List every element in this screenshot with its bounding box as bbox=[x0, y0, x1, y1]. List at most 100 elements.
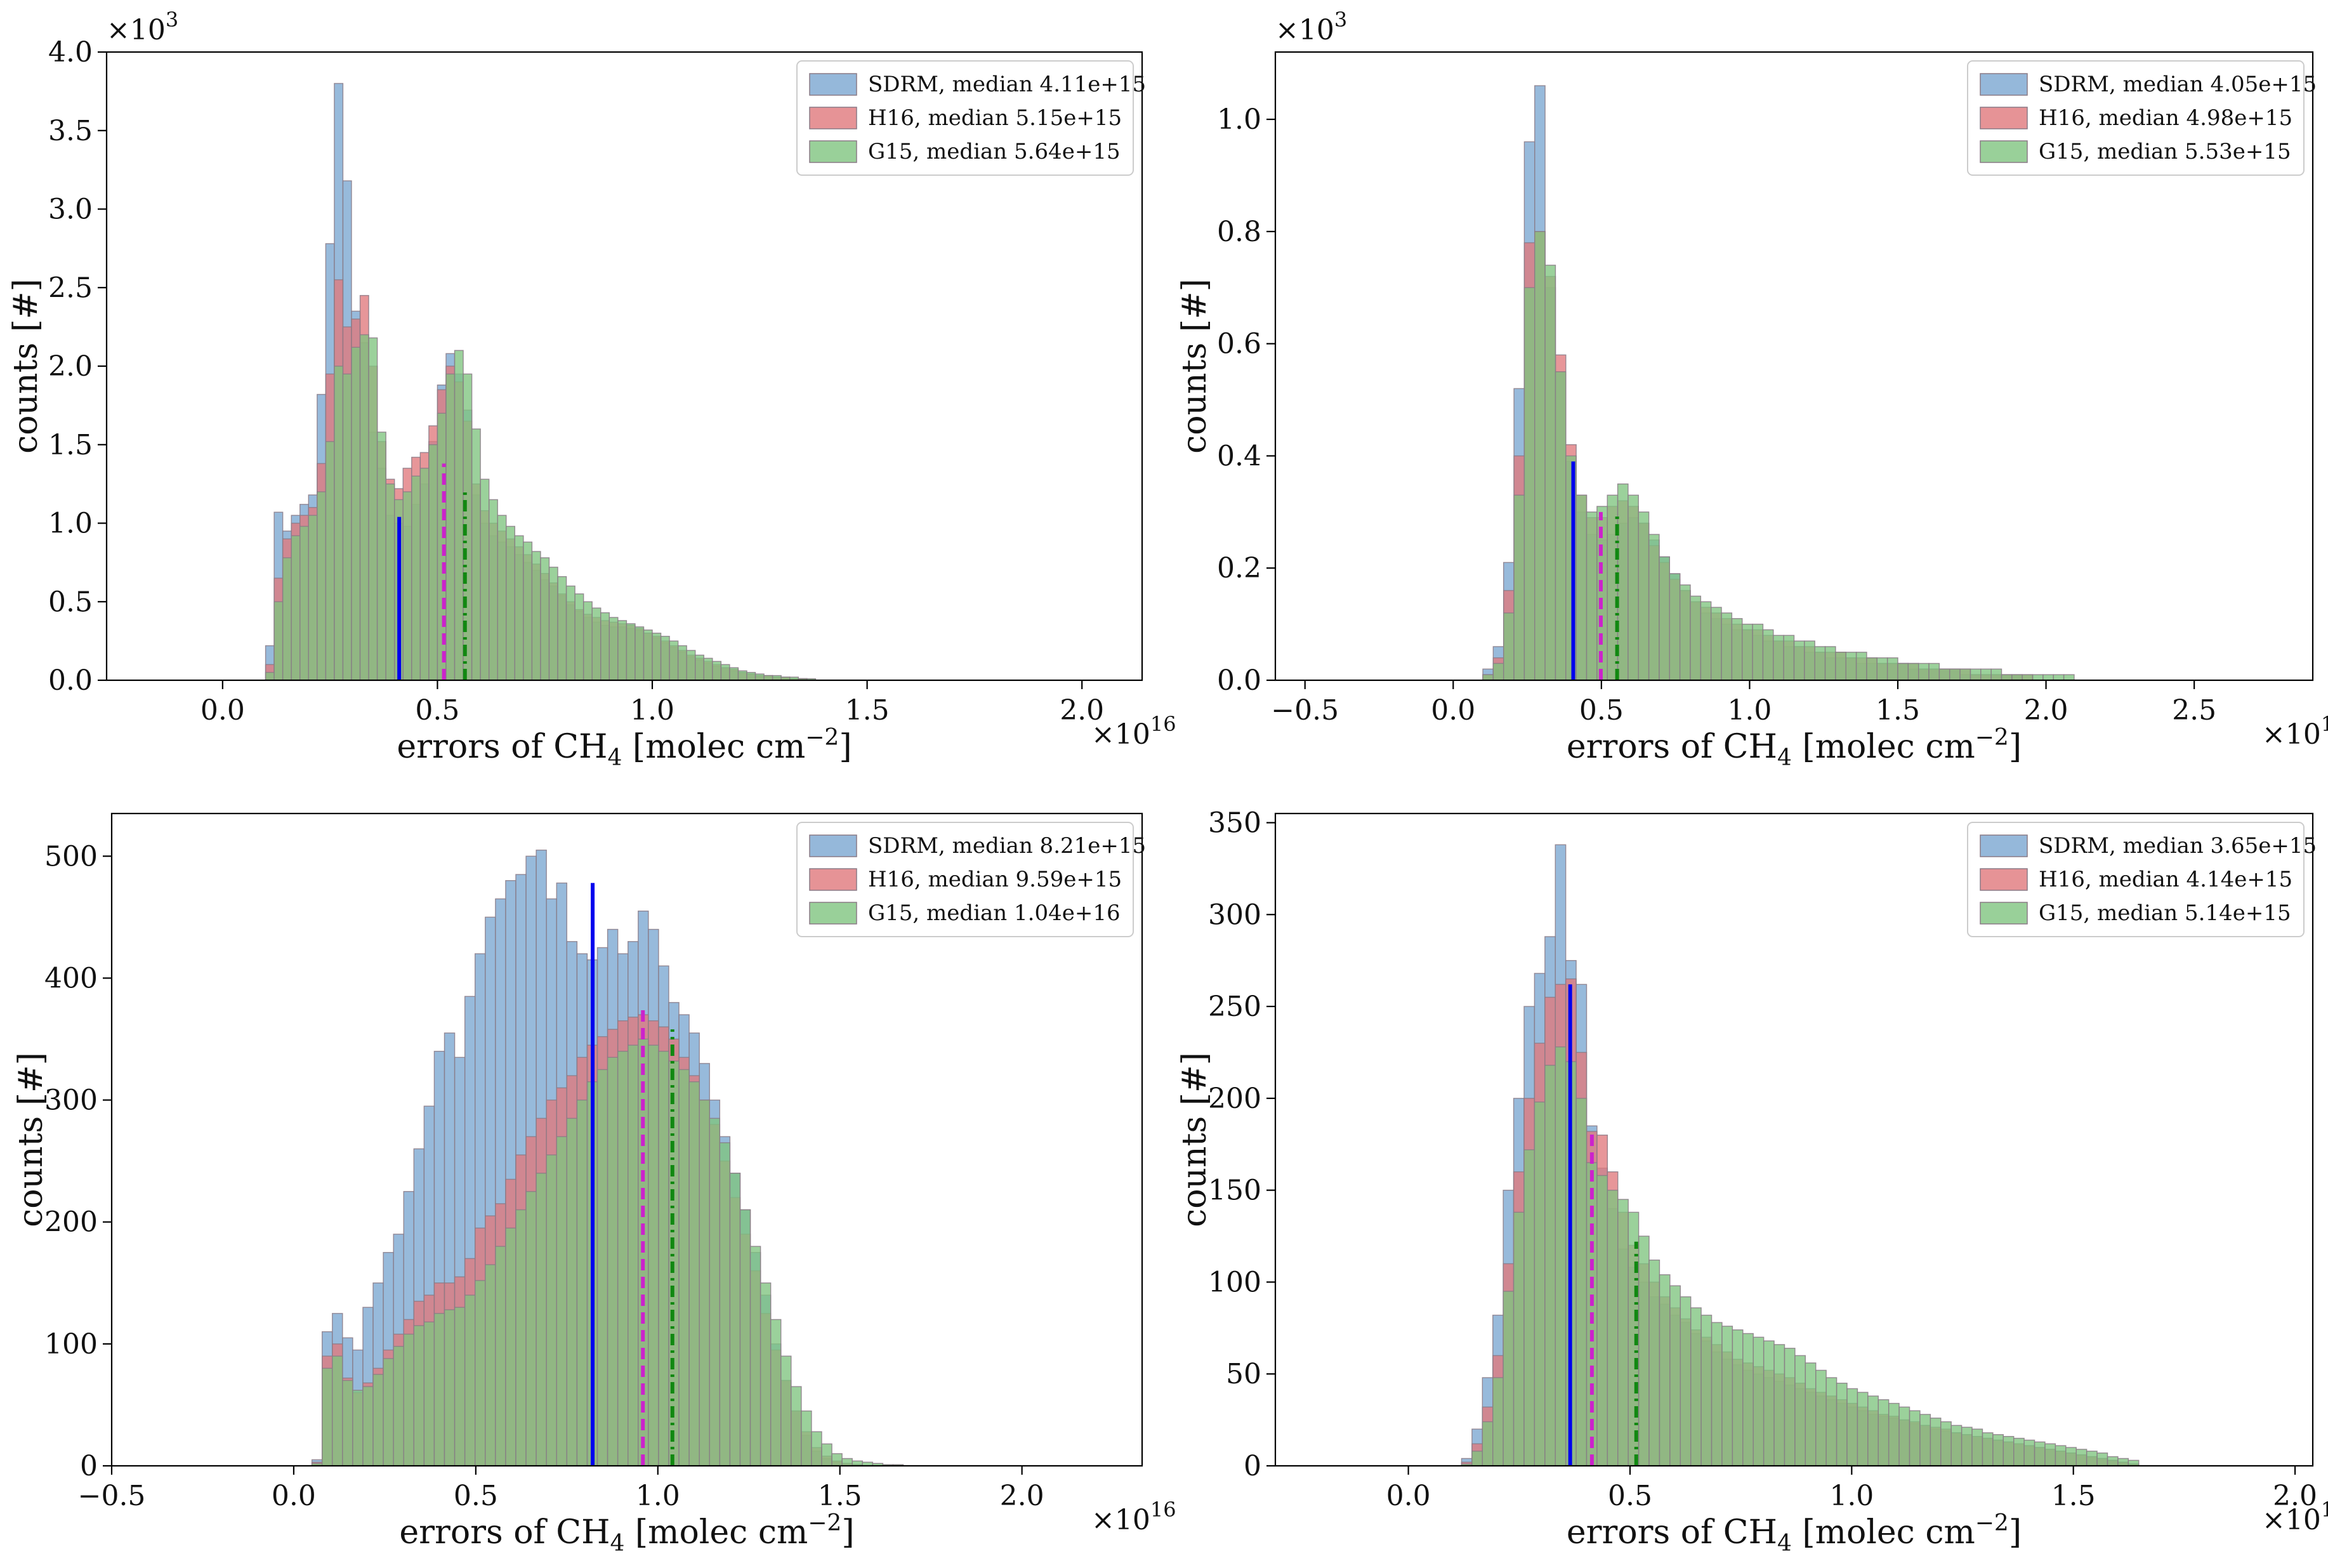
x-axis-label-xlabel: errors of CH bbox=[1567, 728, 1777, 766]
bar-g15-53 bbox=[2032, 674, 2044, 681]
bar-g15-34 bbox=[557, 576, 567, 681]
bar-g15-53 bbox=[852, 1460, 863, 1466]
bar-g15-56 bbox=[2044, 1443, 2056, 1466]
x-tick-label: 0.5 bbox=[1608, 1480, 1652, 1512]
bar-g15-41 bbox=[729, 1173, 741, 1466]
bar-g15-25 bbox=[1721, 1326, 1733, 1466]
bar-g15-10 bbox=[351, 346, 361, 681]
x-axis-label-xlabel_unit: [molec cm bbox=[1792, 1513, 1975, 1552]
x-multiplier-exponent: 16 bbox=[1150, 1498, 1176, 1522]
series-g15 bbox=[1461, 1046, 2140, 1466]
bar-g15-30 bbox=[617, 1050, 629, 1466]
bar-g15-5 bbox=[308, 515, 318, 681]
bar-g15-36 bbox=[574, 593, 584, 681]
bar-g15-20 bbox=[515, 1209, 527, 1466]
bar-g15-60 bbox=[2086, 1451, 2098, 1466]
bar-g15-58 bbox=[2065, 1447, 2077, 1466]
bar-g15-31 bbox=[1804, 640, 1815, 681]
x-axis-label-xlabel: errors of CH bbox=[399, 1513, 610, 1552]
bar-g15-50 bbox=[821, 1443, 832, 1466]
y-tick-label: 1.5 bbox=[48, 429, 93, 461]
y-tick-label: 300 bbox=[1208, 899, 1261, 931]
y-tick-label: 0.0 bbox=[48, 664, 93, 697]
bar-g15-44 bbox=[1938, 668, 1950, 681]
bar-g15-5 bbox=[1534, 231, 1546, 681]
x-tick-label: 0.5 bbox=[454, 1480, 498, 1512]
bar-g15-41 bbox=[617, 620, 628, 681]
bar-g15-62 bbox=[2107, 1456, 2119, 1466]
bar-g15-55 bbox=[2053, 674, 2065, 681]
bar-g15-48 bbox=[1980, 668, 1992, 681]
legend-swatch-g15 bbox=[1980, 140, 2028, 163]
bar-g15-32 bbox=[540, 557, 550, 681]
y-tick-label: 0.6 bbox=[1217, 328, 1261, 360]
y-multiplier-base: ×10 bbox=[107, 14, 166, 46]
bar-g15-52 bbox=[841, 1458, 853, 1466]
bar-g15-17 bbox=[485, 1264, 496, 1466]
legend-swatch-sdrm bbox=[809, 73, 857, 96]
bar-g15-21 bbox=[1700, 601, 1712, 681]
bar-g15-19 bbox=[505, 1227, 516, 1466]
y-axis-label: counts [#] bbox=[7, 279, 45, 454]
bar-g15-18 bbox=[1669, 573, 1681, 681]
bar-g15-29 bbox=[1763, 1340, 1775, 1466]
x-tick-label: 1.0 bbox=[636, 1480, 680, 1512]
bar-g15-35 bbox=[1845, 652, 1857, 681]
bar-g15-58 bbox=[763, 675, 773, 681]
x-tick-label: −0.5 bbox=[1271, 694, 1339, 727]
axes-frame bbox=[1274, 51, 2314, 682]
bar-g15-25 bbox=[1742, 623, 1753, 681]
y-tick-label: 0.4 bbox=[1217, 440, 1261, 472]
bar-g15-23 bbox=[546, 1154, 557, 1466]
x-tick-label: 0.5 bbox=[415, 694, 459, 727]
bar-g15-55 bbox=[737, 670, 747, 681]
bar-g15-52 bbox=[2002, 1435, 2015, 1466]
bar-g15-52 bbox=[2022, 674, 2034, 681]
bar-g15-30 bbox=[523, 541, 533, 681]
bar-g15-39 bbox=[600, 612, 610, 681]
x-tick-label: 2.0 bbox=[2024, 694, 2068, 727]
bar-g15-46 bbox=[780, 1355, 792, 1466]
y-tick-label: 2.0 bbox=[48, 350, 93, 383]
bar-g15-18 bbox=[1648, 1259, 1661, 1466]
bar-g15-33 bbox=[1805, 1362, 1817, 1466]
bar-g15-10 bbox=[1586, 511, 1598, 681]
bar-g15-47 bbox=[1970, 668, 1982, 681]
bar-g15-36 bbox=[1836, 1382, 1848, 1466]
bar-g15-56 bbox=[2063, 674, 2075, 681]
bar-g15-20 bbox=[1690, 595, 1702, 681]
bar-g15-34 bbox=[658, 1050, 669, 1466]
x-axis-label-xlabel_sub: 4 bbox=[607, 745, 622, 771]
bar-g15-9 bbox=[403, 1333, 414, 1466]
x-axis-multiplier: ×1016 bbox=[1091, 712, 1176, 751]
y-axis-label: counts [#] bbox=[1176, 1052, 1214, 1227]
bar-g15-39 bbox=[709, 1117, 721, 1466]
series-g15 bbox=[265, 334, 817, 681]
x-axis-label-xlabel_sup: −2 bbox=[808, 1510, 841, 1536]
bar-g15-13 bbox=[1596, 1175, 1608, 1466]
bar-g15-33 bbox=[1824, 646, 1836, 681]
legend-frame bbox=[796, 60, 1134, 176]
bar-g15-48 bbox=[801, 1410, 812, 1466]
bar-g15-44 bbox=[1919, 1414, 1931, 1466]
bar-g15-36 bbox=[1855, 652, 1867, 681]
bar-g15-32 bbox=[1814, 646, 1826, 681]
x-axis-label-xlabel_sub: 4 bbox=[610, 1531, 624, 1557]
bar-g15-17 bbox=[1659, 556, 1670, 681]
legend-swatch-g15 bbox=[809, 140, 857, 163]
bar-g15-42 bbox=[739, 1209, 751, 1466]
bar-g15-43 bbox=[1928, 662, 1940, 681]
bar-g15-43 bbox=[749, 1246, 761, 1466]
x-tick-label: 1.5 bbox=[818, 1480, 862, 1512]
bar-g15-7 bbox=[325, 441, 335, 681]
bar-g15-3 bbox=[291, 535, 301, 681]
bar-g15-24 bbox=[1711, 1322, 1723, 1466]
bar-g15-31 bbox=[628, 1044, 639, 1466]
x-axis-label: errors of CH4 [molec cm−2] bbox=[1567, 725, 2022, 771]
bar-g15-17 bbox=[1638, 1235, 1650, 1466]
x-tick-label: 2.0 bbox=[1060, 694, 1104, 727]
bar-g15-57 bbox=[754, 673, 765, 681]
bar-g15-29 bbox=[1783, 635, 1795, 681]
legend: SDRM, median 8.21e+15 H16, median 9.59e+1… bbox=[796, 822, 1146, 937]
legend-frame bbox=[1967, 822, 2305, 937]
